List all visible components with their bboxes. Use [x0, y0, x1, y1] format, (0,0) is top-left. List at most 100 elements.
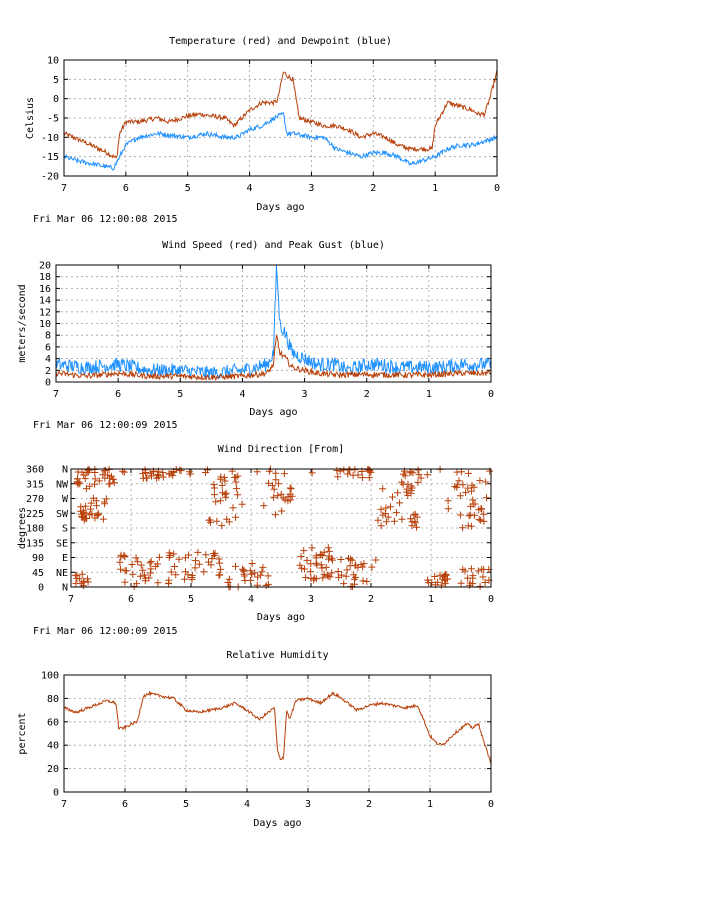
data-point	[306, 568, 314, 576]
y-axis-label: Celsius	[25, 97, 36, 139]
data-point	[107, 472, 115, 480]
data-point	[213, 517, 221, 525]
y-tick-label: -15	[41, 152, 59, 163]
plot-frame	[55, 264, 492, 383]
data-point	[479, 573, 487, 581]
y-axis-label: percent	[17, 712, 28, 754]
data-point	[240, 572, 248, 580]
data-point	[159, 469, 167, 476]
series-line-dewpoint	[63, 112, 498, 171]
y-tick-label: 80	[47, 694, 59, 705]
data-point	[368, 563, 376, 571]
data-point	[165, 549, 173, 557]
data-point	[408, 484, 416, 492]
data-point	[80, 577, 88, 585]
data-point	[167, 568, 175, 576]
data-point	[392, 509, 400, 517]
x-tick-label: 1	[426, 389, 432, 400]
data-point	[325, 552, 333, 560]
x-tick-label: 6	[115, 389, 121, 400]
x-axis-label: Days ago	[253, 818, 301, 829]
data-point	[200, 568, 208, 576]
data-point	[477, 516, 485, 524]
chart-temperature: Temperature (red) and Dewpoint (blue)105…	[25, 36, 500, 225]
data-point	[91, 475, 99, 483]
data-point	[464, 484, 472, 492]
timestamp: Fri Mar 06 12:00:08 2015	[33, 214, 178, 225]
y-tick-label: 40	[47, 741, 59, 752]
data-point	[475, 515, 483, 523]
data-point	[92, 497, 100, 505]
data-point	[102, 467, 109, 474]
data-point	[381, 510, 389, 517]
series-line-temperature	[63, 69, 498, 159]
y-tick-label: 60	[47, 717, 59, 728]
data-point	[95, 477, 103, 485]
y-tick-label: 225	[26, 509, 44, 520]
data-point	[365, 474, 373, 482]
data-point	[462, 489, 470, 497]
data-point	[93, 512, 101, 520]
data-point	[425, 579, 433, 587]
data-point	[218, 522, 226, 530]
data-point	[455, 477, 463, 485]
x-tick-label: 7	[61, 183, 67, 194]
data-point	[165, 470, 173, 478]
data-point	[84, 575, 91, 583]
data-point	[77, 503, 85, 511]
data-point	[91, 469, 99, 476]
data-point	[169, 471, 177, 479]
data-point	[326, 573, 334, 581]
data-point	[188, 571, 196, 579]
data-point	[171, 563, 178, 570]
data-point	[406, 469, 414, 477]
y-tick-label: E	[62, 553, 68, 564]
data-point	[340, 580, 348, 588]
data-point	[194, 548, 202, 556]
data-point	[253, 581, 261, 589]
x-tick-label: 1	[427, 799, 433, 810]
data-point	[363, 578, 371, 585]
data-point	[229, 504, 237, 512]
data-point	[260, 502, 268, 510]
y-tick-label: 6	[45, 342, 51, 353]
data-point	[139, 470, 147, 478]
data-point	[275, 480, 283, 488]
data-point	[80, 516, 88, 524]
data-point	[324, 572, 332, 580]
y-tick-label: N	[62, 583, 68, 594]
data-point	[413, 523, 420, 531]
data-point	[310, 576, 318, 584]
data-point	[453, 468, 461, 476]
data-point	[270, 485, 278, 493]
data-point	[272, 476, 280, 484]
y-tick-label: SW	[56, 509, 69, 520]
data-point	[137, 561, 145, 569]
timestamp: Fri Mar 06 12:00:09 2015	[33, 626, 178, 637]
data-point	[175, 555, 183, 563]
data-point	[389, 493, 396, 501]
data-point	[154, 579, 162, 587]
chart-title: Wind Direction [From]	[218, 444, 344, 455]
data-point	[147, 558, 155, 566]
data-point	[101, 500, 109, 508]
x-tick-label: 5	[177, 389, 183, 400]
data-point	[264, 572, 272, 580]
data-point	[468, 481, 476, 489]
data-point	[377, 505, 385, 513]
data-point	[232, 562, 239, 570]
x-tick-label: 2	[368, 594, 374, 605]
timestamp: Fri Mar 06 12:00:09 2015	[33, 420, 178, 431]
y-tick-label: 0	[45, 378, 51, 389]
data-point	[154, 470, 162, 478]
data-point	[94, 511, 102, 518]
x-axis-label: Days ago	[249, 407, 297, 418]
y-tick-label: N	[62, 465, 68, 476]
data-point	[101, 474, 109, 482]
data-point	[219, 489, 227, 497]
data-point	[121, 578, 129, 586]
data-point	[442, 571, 450, 579]
data-point	[322, 563, 330, 571]
y-tick-label: 10	[47, 56, 59, 67]
